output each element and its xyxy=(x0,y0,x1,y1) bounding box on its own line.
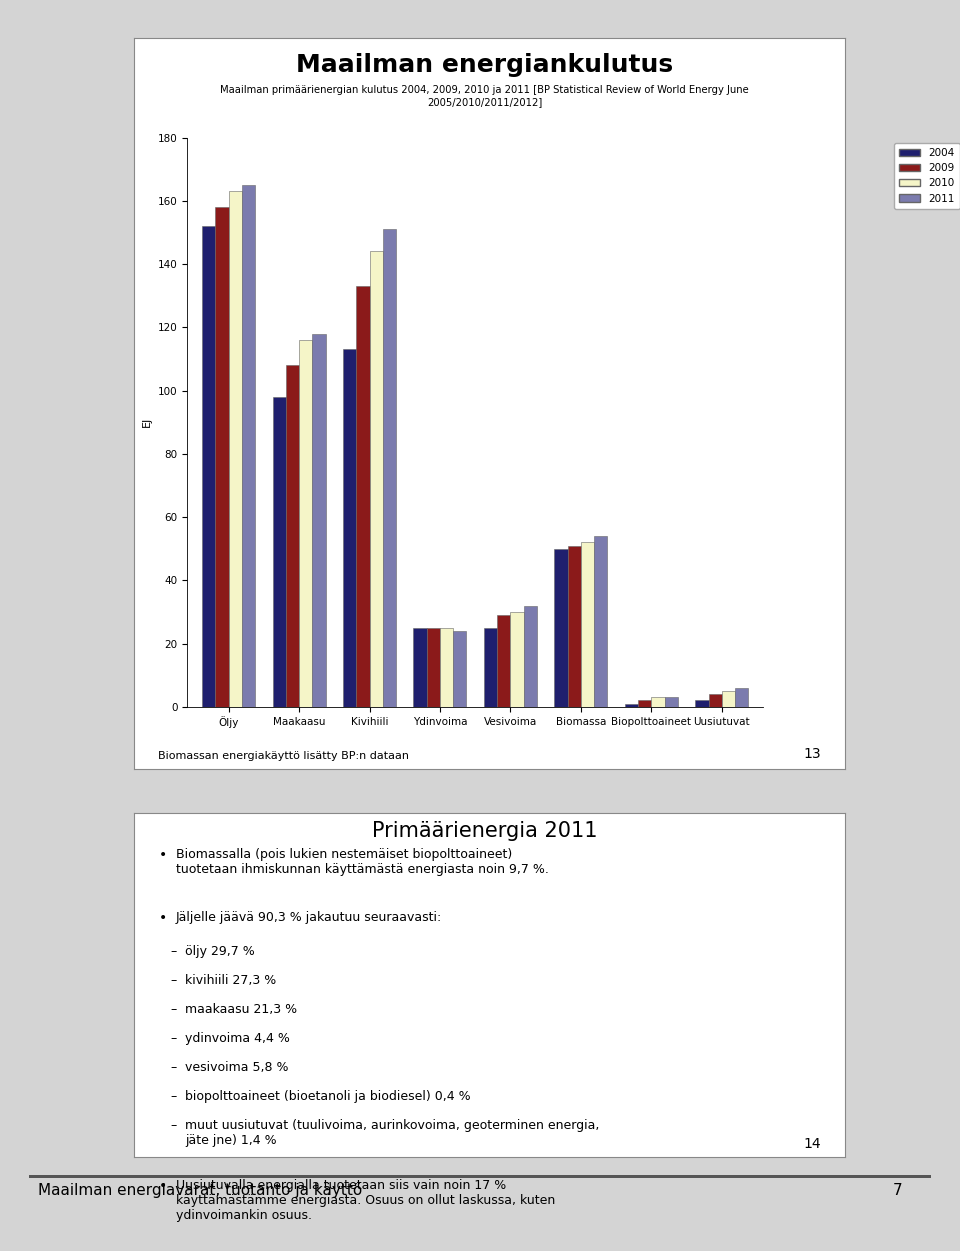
Legend: 2004, 2009, 2010, 2011: 2004, 2009, 2010, 2011 xyxy=(894,143,960,209)
Text: Maailman primäärienergian kulutus 2004, 2009, 2010 ja 2011 [BP Statistical Revie: Maailman primäärienergian kulutus 2004, … xyxy=(221,85,749,106)
Bar xyxy=(426,628,440,707)
Bar xyxy=(383,229,396,707)
Bar xyxy=(440,628,453,707)
Bar xyxy=(594,535,608,707)
Bar xyxy=(215,208,228,707)
Bar xyxy=(567,545,581,707)
Bar xyxy=(581,543,594,707)
Text: –: – xyxy=(171,975,178,987)
Text: maakaasu 21,3 %: maakaasu 21,3 % xyxy=(185,1003,298,1016)
Text: kivihiili 27,3 %: kivihiili 27,3 % xyxy=(185,975,276,987)
Text: –: – xyxy=(171,946,178,958)
Text: –: – xyxy=(171,1118,178,1132)
Bar xyxy=(625,703,638,707)
Bar xyxy=(414,628,426,707)
Text: biopolttoaineet (bioetanoli ja biodiesel) 0,4 %: biopolttoaineet (bioetanoli ja biodiesel… xyxy=(185,1090,471,1103)
Text: Jäljelle jäävä 90,3 % jakautuu seuraavasti:: Jäljelle jäävä 90,3 % jakautuu seuraavas… xyxy=(176,911,442,924)
Bar xyxy=(664,697,678,707)
Bar xyxy=(286,365,300,707)
Bar xyxy=(343,349,356,707)
Text: Biomassalla (pois lukien nestemäiset biopolttoaineet)
tuotetaan ihmiskunnan käyt: Biomassalla (pois lukien nestemäiset bio… xyxy=(176,848,548,876)
Bar xyxy=(242,185,255,707)
Bar xyxy=(524,605,537,707)
Text: –: – xyxy=(171,1003,178,1016)
Text: muut uusiutuvat (tuulivoima, aurinkovoima, geoterminen energia,
jäte jne) 1,4 %: muut uusiutuvat (tuulivoima, aurinkovoim… xyxy=(185,1118,600,1147)
Bar xyxy=(497,615,511,707)
Text: öljy 29,7 %: öljy 29,7 % xyxy=(185,946,255,958)
Bar xyxy=(484,628,497,707)
Bar xyxy=(300,340,312,707)
Bar xyxy=(554,549,567,707)
Text: Biomassan energiakäyttö lisätty BP:n dataan: Biomassan energiakäyttö lisätty BP:n dat… xyxy=(158,751,409,761)
Bar xyxy=(228,191,242,707)
Bar xyxy=(708,694,722,707)
Text: •: • xyxy=(158,911,167,926)
Bar xyxy=(651,697,664,707)
Text: –: – xyxy=(171,1090,178,1103)
Text: Maailman energiankulutus: Maailman energiankulutus xyxy=(297,53,673,76)
Text: ydinvoima 4,4 %: ydinvoima 4,4 % xyxy=(185,1032,290,1045)
Bar xyxy=(511,612,524,707)
Text: 14: 14 xyxy=(804,1137,821,1151)
Bar xyxy=(356,286,370,707)
Text: vesivoima 5,8 %: vesivoima 5,8 % xyxy=(185,1061,289,1073)
Text: Uusiutuvalla energialla tuotetaan siis vain noin 17 %
käyttämästämme energiasta.: Uusiutuvalla energialla tuotetaan siis v… xyxy=(176,1180,555,1222)
Text: 13: 13 xyxy=(804,747,821,761)
Bar xyxy=(695,701,708,707)
Bar xyxy=(735,688,748,707)
Text: •: • xyxy=(158,1180,167,1193)
Bar xyxy=(312,334,325,707)
Text: Maailman energiavarat, tuotanto ja käyttö: Maailman energiavarat, tuotanto ja käytt… xyxy=(38,1183,363,1198)
Text: Primäärienergia 2011: Primäärienergia 2011 xyxy=(372,821,597,841)
Text: •: • xyxy=(158,848,167,862)
Bar xyxy=(370,251,383,707)
Bar xyxy=(203,226,215,707)
Bar xyxy=(638,701,651,707)
Bar xyxy=(273,397,286,707)
Bar xyxy=(453,631,467,707)
Y-axis label: EJ: EJ xyxy=(142,417,153,428)
Text: 7: 7 xyxy=(893,1183,902,1198)
Text: –: – xyxy=(171,1061,178,1073)
Text: –: – xyxy=(171,1032,178,1045)
Bar xyxy=(722,691,735,707)
